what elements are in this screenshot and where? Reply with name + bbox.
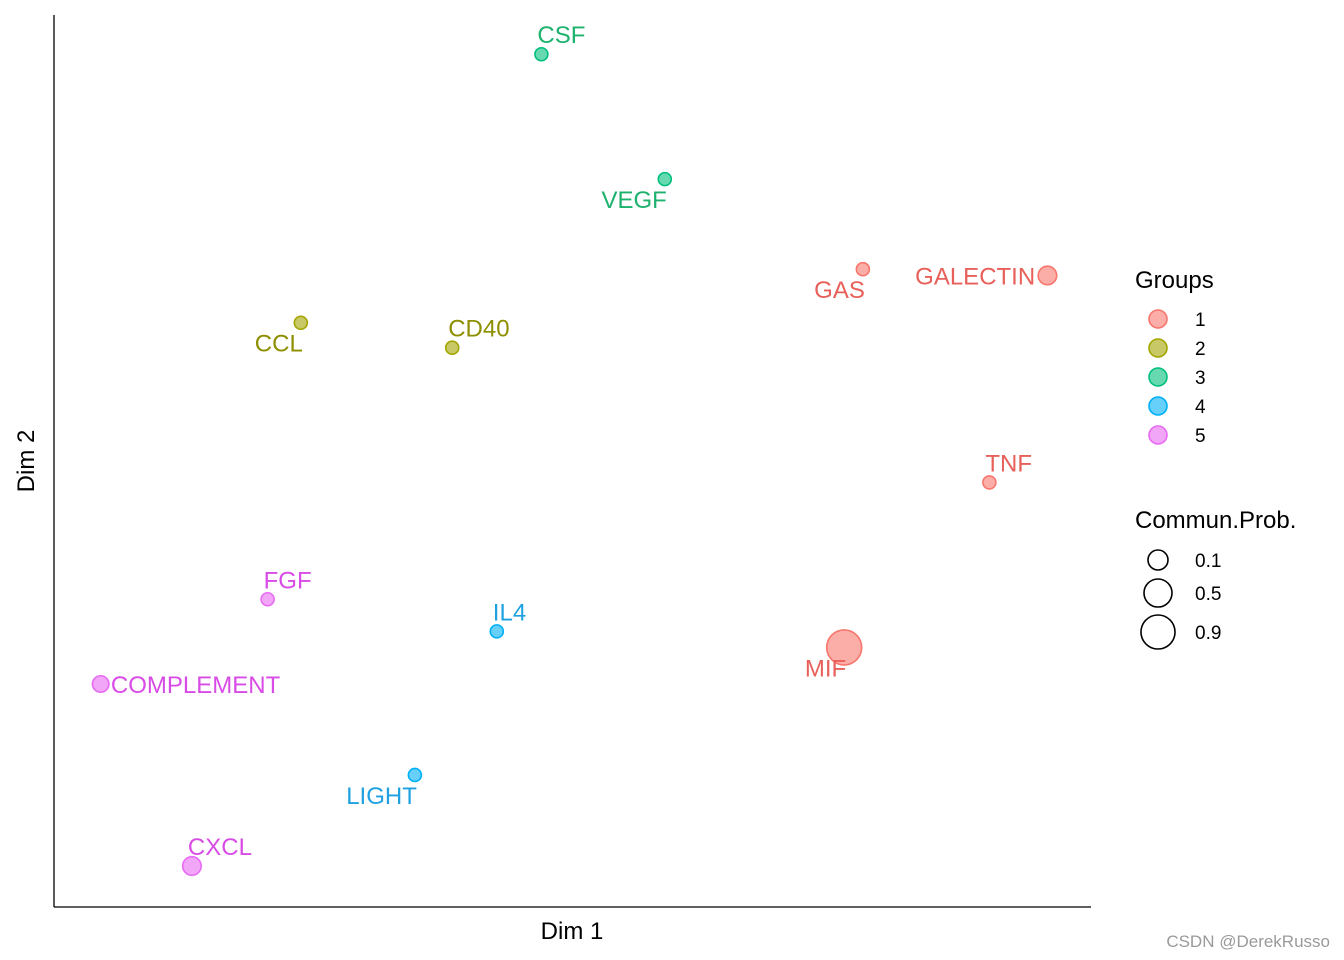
point-il4: [489, 624, 505, 639]
point-ccl: [293, 315, 309, 331]
point-gas: [855, 261, 871, 277]
point-label-gas: GAS: [814, 277, 865, 304]
groups-legend-items: 1 2 3 4 5: [1148, 309, 1206, 447]
y-axis-title: Dim 2: [13, 430, 40, 493]
legend-key-size-1: [1143, 578, 1173, 608]
x-axis-title: Dim 1: [541, 918, 604, 945]
legend-key-group-3: [1148, 367, 1168, 387]
point-complement: [91, 674, 110, 694]
point-label-mif: MIF: [805, 655, 846, 682]
legend-label-group-3: 3: [1195, 368, 1206, 389]
point-label-vegf: VEGF: [601, 187, 666, 214]
point-label-csf: CSF: [537, 22, 585, 49]
point-label-light: LIGHT: [346, 783, 417, 810]
legend-key-group-1: [1148, 309, 1168, 329]
legend-label-size-1: 0.5: [1195, 584, 1221, 605]
point-label-galectin: GALECTIN: [915, 263, 1035, 290]
point-label-fgf: FGF: [264, 567, 312, 594]
points-layer: [91, 46, 1058, 877]
point-cxcl: [181, 855, 202, 877]
legend-label-size-0: 0.1: [1195, 551, 1221, 572]
point-mif: [825, 629, 863, 666]
legend-label-group-5: 5: [1195, 426, 1206, 447]
legend-key-group-2: [1148, 338, 1168, 358]
point-label-tnf: TNF: [985, 450, 1032, 477]
legend-label-group-4: 4: [1195, 397, 1206, 418]
point-light: [407, 767, 423, 783]
size-legend-items: 0.1 0.5 0.9: [1140, 549, 1221, 650]
point-label-il4: IL4: [493, 599, 526, 626]
groups-legend-title: Groups: [1135, 267, 1214, 294]
point-cd40: [444, 340, 460, 356]
point-label-ccl: CCL: [255, 331, 303, 358]
point-vegf: [657, 171, 673, 187]
legend-label-group-1: 1: [1195, 310, 1206, 331]
legend-label-size-2: 0.9: [1195, 623, 1221, 644]
legend-key-group-4: [1148, 396, 1168, 416]
legend-key-group-5: [1148, 425, 1168, 445]
point-tnf: [982, 475, 997, 490]
point-label-complement: COMPLEMENT: [111, 672, 281, 699]
point-fgf: [260, 591, 275, 607]
legend: Groups 1 2 3 4 5 Commun.Prob. 0.1 0.5 0.9: [1135, 267, 1296, 650]
point-label-cxcl: CXCL: [188, 834, 252, 861]
watermark: CSDN @DerekRusso: [1166, 932, 1330, 951]
legend-key-size-2: [1140, 614, 1176, 650]
point-label-cd40: CD40: [448, 316, 509, 343]
labels-layer: CSF VEGF GAS GALECTIN CCL CD40 TNF FGF IL4 MIF COM…: [111, 22, 1035, 861]
legend-key-size-0: [1147, 549, 1169, 571]
point-csf: [534, 46, 549, 62]
legend-label-group-2: 2: [1195, 339, 1206, 360]
size-legend-title: Commun.Prob.: [1135, 507, 1296, 534]
point-galectin: [1037, 265, 1058, 286]
